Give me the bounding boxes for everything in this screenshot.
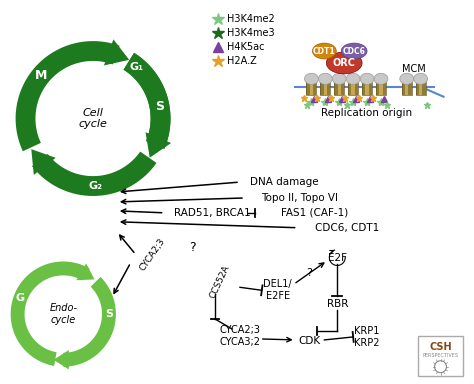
FancyBboxPatch shape — [418, 336, 464, 376]
Text: Endo-
cycle: Endo- cycle — [49, 303, 77, 325]
Ellipse shape — [346, 73, 360, 84]
Polygon shape — [31, 149, 55, 175]
Text: RBR: RBR — [327, 299, 348, 309]
Text: DEL1/
E2FE: DEL1/ E2FE — [264, 280, 292, 301]
Text: H4K5ac: H4K5ac — [227, 42, 264, 52]
Ellipse shape — [326, 52, 362, 74]
Ellipse shape — [319, 73, 332, 84]
Text: CYCA2;3
CYCA3;2: CYCA2;3 CYCA3;2 — [219, 325, 261, 347]
Text: ORC: ORC — [333, 58, 356, 68]
Polygon shape — [146, 132, 171, 158]
Bar — [419, 79, 422, 95]
Bar — [348, 79, 352, 95]
Text: Topo II, Topo VI: Topo II, Topo VI — [261, 193, 338, 203]
Bar — [313, 79, 317, 95]
Polygon shape — [63, 277, 116, 367]
Bar — [422, 79, 426, 95]
Bar — [307, 79, 317, 95]
Text: M: M — [35, 69, 47, 82]
Ellipse shape — [312, 43, 336, 59]
Text: H3K4me2: H3K4me2 — [227, 14, 275, 24]
Text: DNA damage: DNA damage — [250, 177, 319, 187]
Ellipse shape — [360, 73, 374, 84]
Text: CDK: CDK — [299, 336, 320, 346]
Ellipse shape — [400, 73, 414, 84]
Text: FAS1 (CAF-1): FAS1 (CAF-1) — [281, 208, 348, 218]
Bar — [416, 79, 426, 95]
Ellipse shape — [374, 73, 388, 84]
Polygon shape — [32, 152, 156, 196]
Bar — [348, 79, 358, 95]
Polygon shape — [124, 53, 171, 149]
Text: ?: ? — [307, 268, 312, 278]
Bar — [416, 79, 419, 95]
Text: CDT1: CDT1 — [313, 46, 336, 56]
Ellipse shape — [414, 73, 428, 84]
Text: KRP1
KRP2: KRP1 KRP2 — [354, 326, 380, 348]
Text: Cell
cycle: Cell cycle — [79, 108, 108, 129]
Bar — [376, 79, 379, 95]
Text: CSH: CSH — [429, 342, 452, 352]
Bar — [320, 79, 330, 95]
Text: CCS52A: CCS52A — [209, 263, 232, 300]
Text: RAD51, BRCA1: RAD51, BRCA1 — [174, 208, 250, 218]
Bar — [341, 79, 344, 95]
Bar — [379, 79, 383, 95]
Bar — [365, 79, 369, 95]
Bar — [369, 79, 372, 95]
Ellipse shape — [304, 73, 319, 84]
Polygon shape — [10, 262, 90, 366]
Bar — [362, 79, 372, 95]
Bar — [307, 79, 310, 95]
Bar — [334, 79, 337, 95]
Text: G₂: G₂ — [89, 181, 102, 191]
Polygon shape — [16, 41, 119, 151]
Polygon shape — [54, 350, 69, 369]
Text: S: S — [155, 100, 164, 113]
Bar — [355, 79, 358, 95]
Text: MCM: MCM — [402, 64, 426, 74]
Polygon shape — [76, 263, 94, 280]
Polygon shape — [124, 53, 171, 149]
Bar — [383, 79, 386, 95]
Text: S: S — [105, 309, 113, 319]
Bar — [402, 79, 405, 95]
Text: Replication origin: Replication origin — [321, 108, 412, 118]
Text: PERSPECTIVES: PERSPECTIVES — [422, 353, 458, 358]
Bar — [409, 79, 412, 95]
Polygon shape — [104, 39, 129, 65]
Ellipse shape — [341, 43, 367, 59]
Text: CYCA2;3: CYCA2;3 — [138, 237, 167, 273]
Bar — [310, 79, 313, 95]
Text: E2F: E2F — [328, 253, 347, 263]
Text: ?: ? — [189, 241, 196, 254]
Bar — [327, 79, 330, 95]
Bar — [324, 79, 327, 95]
Text: H2A.Z: H2A.Z — [227, 56, 257, 66]
Bar — [334, 79, 344, 95]
Text: CDC6: CDC6 — [343, 46, 365, 56]
Bar — [376, 79, 386, 95]
Text: G₁: G₁ — [129, 62, 144, 72]
Ellipse shape — [332, 73, 346, 84]
Bar — [337, 79, 341, 95]
Bar — [352, 79, 355, 95]
Bar — [405, 79, 409, 95]
Text: H3K4me3: H3K4me3 — [227, 28, 275, 38]
Bar — [402, 79, 412, 95]
Text: G: G — [16, 293, 25, 303]
Bar — [320, 79, 324, 95]
Text: CDC6, CDT1: CDC6, CDT1 — [315, 223, 379, 233]
Bar — [362, 79, 365, 95]
